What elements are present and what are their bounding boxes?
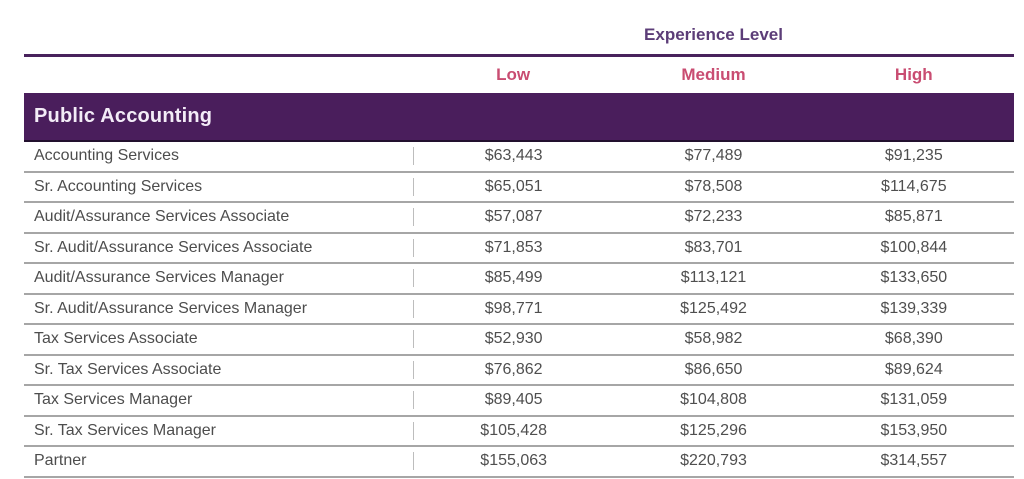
job-title: Sr. Audit/Assurance Services Manager (34, 299, 308, 317)
salary-high: $153,950 (880, 421, 948, 439)
job-title: Tax Services Manager (34, 391, 193, 409)
section-title: Public Accounting (34, 105, 213, 127)
salary-low: $98,771 (413, 299, 613, 318)
column-header-high: High (894, 65, 933, 84)
salary-medium: $113,121 (680, 269, 747, 287)
table-row: Tax Services Manager $89,405 $104,808 $1… (24, 386, 1014, 417)
job-title: Sr. Tax Services Manager (34, 421, 217, 439)
table-row: Sr. Accounting Services $65,051 $78,508 … (24, 173, 1014, 203)
salary-low: $155,063 (413, 452, 613, 471)
salary-table: Experience Level Low Medium High Public … (24, 0, 1014, 478)
table-row: Sr. Tax Services Manager $105,428 $125,2… (24, 417, 1014, 447)
salary-high: $139,339 (880, 299, 948, 317)
table-row: Accounting Services $63,443 $77,489 $91,… (24, 142, 1014, 173)
salary-low: $76,862 (413, 360, 613, 379)
salary-high: $68,390 (884, 330, 943, 348)
salary-low: $57,087 (413, 208, 613, 227)
salary-high: $133,650 (880, 269, 948, 287)
salary-low: $52,930 (413, 330, 613, 349)
column-header-low: Low (496, 65, 531, 84)
job-title: Sr. Accounting Services (34, 177, 203, 195)
salary-high: $131,059 (880, 391, 948, 409)
table-row: Sr. Audit/Assurance Services Manager $98… (24, 295, 1014, 325)
salary-medium: $77,489 (684, 147, 743, 165)
header-divider-rule (24, 54, 1014, 57)
table-row: Partner $155,063 $220,793 $314,557 (24, 447, 1014, 478)
job-title: Sr. Tax Services Associate (34, 360, 222, 378)
salary-medium: $83,701 (684, 238, 743, 256)
table-row: Sr. Tax Services Associate $76,862 $86,6… (24, 356, 1014, 386)
table-body: Accounting Services $63,443 $77,489 $91,… (24, 142, 1014, 478)
column-header-row: Low Medium High (24, 57, 1014, 93)
salary-low: $89,405 (413, 391, 613, 410)
salary-high: $314,557 (880, 452, 948, 470)
table-row: Audit/Assurance Services Associate $57,0… (24, 203, 1014, 234)
salary-high: $114,675 (881, 177, 947, 195)
salary-medium: $72,233 (684, 208, 743, 226)
salary-medium: $58,982 (684, 330, 743, 348)
job-title: Partner (34, 452, 87, 470)
column-header-medium: Medium (681, 65, 746, 84)
salary-high: $85,871 (884, 208, 943, 226)
job-title: Accounting Services (34, 147, 179, 165)
job-title: Audit/Assurance Services Associate (34, 208, 290, 226)
salary-medium: $104,808 (680, 391, 747, 409)
salary-low: $71,853 (413, 238, 613, 257)
salary-medium: $78,508 (684, 177, 743, 195)
salary-low: $85,499 (413, 269, 613, 288)
salary-medium: $125,492 (680, 299, 747, 317)
job-title: Tax Services Associate (34, 330, 198, 348)
salary-high: $91,235 (884, 147, 943, 165)
job-title: Audit/Assurance Services Manager (34, 269, 284, 287)
salary-medium: $220,793 (680, 452, 747, 470)
salary-high: $100,844 (880, 238, 948, 256)
salary-high: $89,624 (884, 360, 943, 378)
salary-low: $63,443 (413, 147, 613, 166)
section-header-public-accounting: Public Accounting (24, 93, 1014, 142)
experience-level-header: Experience Level (644, 25, 783, 44)
salary-low: $65,051 (413, 177, 613, 196)
table-row: Audit/Assurance Services Manager $85,499… (24, 264, 1014, 295)
table-row: Tax Services Associate $52,930 $58,982 $… (24, 325, 1014, 356)
table-row: Sr. Audit/Assurance Services Associate $… (24, 234, 1014, 264)
job-title: Sr. Audit/Assurance Services Associate (34, 238, 313, 256)
salary-low: $105,428 (413, 421, 613, 440)
salary-medium: $125,296 (680, 421, 747, 439)
salary-medium: $86,650 (684, 360, 743, 378)
